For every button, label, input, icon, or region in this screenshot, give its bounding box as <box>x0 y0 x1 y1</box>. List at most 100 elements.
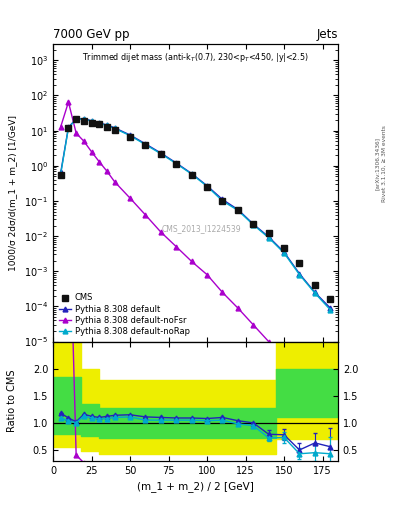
Pythia 8.308 default <box>143 141 148 147</box>
CMS <box>189 172 194 178</box>
Pythia 8.308 default-noRap <box>266 234 271 241</box>
Pythia 8.308 default <box>205 183 209 189</box>
Pythia 8.308 default <box>174 160 179 166</box>
Pythia 8.308 default-noRap <box>251 222 255 228</box>
Pythia 8.308 default-noFsr <box>189 259 194 265</box>
Pythia 8.308 default <box>158 150 163 156</box>
Pythia 8.308 default-noRap <box>235 207 240 214</box>
Pythia 8.308 default-noRap <box>128 133 132 139</box>
Pythia 8.308 default-noFsr <box>312 409 317 415</box>
Text: [arXiv:1306.3436]: [arXiv:1306.3436] <box>375 137 380 190</box>
Pythia 8.308 default <box>312 289 317 295</box>
CMS <box>297 260 302 266</box>
Pythia 8.308 default-noFsr <box>220 289 225 295</box>
Pythia 8.308 default-noFsr <box>282 368 286 374</box>
Pythia 8.308 default-noRap <box>220 198 225 204</box>
Pythia 8.308 default <box>89 118 94 124</box>
Line: Pythia 8.308 default-noRap: Pythia 8.308 default-noRap <box>58 117 333 312</box>
Pythia 8.308 default-noRap <box>312 290 317 296</box>
CMS <box>59 172 63 178</box>
Pythia 8.308 default-noRap <box>97 120 102 126</box>
Pythia 8.308 default-noRap <box>74 116 79 122</box>
CMS <box>312 282 317 288</box>
Pythia 8.308 default-noRap <box>297 271 302 278</box>
Pythia 8.308 default <box>220 197 225 203</box>
CMS <box>89 119 94 125</box>
Pythia 8.308 default-noRap <box>89 118 94 124</box>
Pythia 8.308 default-noFsr <box>112 179 117 185</box>
CMS <box>174 161 179 167</box>
Pythia 8.308 default-noFsr <box>74 130 79 136</box>
Line: Pythia 8.308 default: Pythia 8.308 default <box>58 116 333 310</box>
CMS <box>158 152 163 158</box>
Pythia 8.308 default <box>266 234 271 240</box>
Pythia 8.308 default-noRap <box>328 307 332 313</box>
Pythia 8.308 default <box>235 206 240 212</box>
Text: Rivet 3.1.10, ≥ 3M events: Rivet 3.1.10, ≥ 3M events <box>382 125 387 202</box>
Pythia 8.308 default-noFsr <box>128 195 132 201</box>
CMS <box>112 127 117 133</box>
Pythia 8.308 default <box>112 125 117 131</box>
Pythia 8.308 default-noRap <box>282 250 286 256</box>
Pythia 8.308 default <box>105 122 109 128</box>
CMS <box>128 134 132 140</box>
Pythia 8.308 default <box>128 132 132 138</box>
Pythia 8.308 default-noFsr <box>158 229 163 235</box>
X-axis label: (m_1 + m_2) / 2 [GeV]: (m_1 + m_2) / 2 [GeV] <box>137 481 254 492</box>
Pythia 8.308 default-noRap <box>66 125 71 131</box>
Text: Trimmed dijet mass (anti-k$_T$(0.7), 230<p$_T$<450, |y|<2.5): Trimmed dijet mass (anti-k$_T$(0.7), 230… <box>82 51 309 64</box>
CMS <box>66 125 71 132</box>
Pythia 8.308 default-noFsr <box>266 338 271 345</box>
Pythia 8.308 default-noRap <box>189 171 194 177</box>
Pythia 8.308 default-noFsr <box>97 159 102 165</box>
Pythia 8.308 default-noFsr <box>205 271 209 278</box>
Pythia 8.308 default-noFsr <box>143 212 148 218</box>
Pythia 8.308 default-noFsr <box>251 322 255 328</box>
Pythia 8.308 default-noFsr <box>66 99 71 105</box>
Text: CMS_2013_I1224539: CMS_2013_I1224539 <box>162 224 241 233</box>
CMS <box>282 245 286 251</box>
Pythia 8.308 default-noRap <box>105 122 109 129</box>
CMS <box>105 123 109 130</box>
Pythia 8.308 default-noRap <box>143 141 148 147</box>
Y-axis label: Ratio to CMS: Ratio to CMS <box>7 370 17 433</box>
CMS <box>205 184 209 190</box>
Pythia 8.308 default-noRap <box>205 183 209 189</box>
Line: Pythia 8.308 default-noFsr: Pythia 8.308 default-noFsr <box>58 100 317 414</box>
Pythia 8.308 default-noFsr <box>174 244 179 250</box>
Pythia 8.308 default-noRap <box>174 161 179 167</box>
Pythia 8.308 default-noFsr <box>235 305 240 311</box>
Text: Jets: Jets <box>316 28 338 41</box>
Pythia 8.308 default <box>97 120 102 126</box>
Legend: CMS, Pythia 8.308 default, Pythia 8.308 default-noFsr, Pythia 8.308 default-noRa: CMS, Pythia 8.308 default, Pythia 8.308 … <box>57 292 191 337</box>
Pythia 8.308 default <box>282 249 286 255</box>
Pythia 8.308 default-noRap <box>59 170 63 177</box>
Pythia 8.308 default-noFsr <box>105 168 109 174</box>
CMS <box>251 221 255 227</box>
Pythia 8.308 default <box>189 170 194 177</box>
Pythia 8.308 default-noFsr <box>59 123 63 130</box>
Y-axis label: 1000/σ 2dσ/d(m_1 + m_2) [1/GeV]: 1000/σ 2dσ/d(m_1 + m_2) [1/GeV] <box>8 115 17 270</box>
Pythia 8.308 default <box>251 221 255 227</box>
Text: 7000 GeV pp: 7000 GeV pp <box>53 28 130 41</box>
Pythia 8.308 default-noFsr <box>89 148 94 155</box>
Pythia 8.308 default-noRap <box>112 125 117 132</box>
CMS <box>143 142 148 148</box>
Pythia 8.308 default-noRap <box>158 151 163 157</box>
CMS <box>81 118 86 124</box>
Pythia 8.308 default <box>74 116 79 122</box>
CMS <box>328 296 332 302</box>
Line: CMS: CMS <box>58 117 333 302</box>
Pythia 8.308 default-noRap <box>81 116 86 122</box>
CMS <box>235 207 240 213</box>
CMS <box>97 121 102 127</box>
CMS <box>74 116 79 122</box>
Pythia 8.308 default <box>81 116 86 122</box>
Pythia 8.308 default <box>297 271 302 277</box>
Pythia 8.308 default-noFsr <box>81 138 86 144</box>
CMS <box>220 198 225 204</box>
Pythia 8.308 default-noFsr <box>297 405 302 411</box>
Pythia 8.308 default <box>328 305 332 311</box>
Pythia 8.308 default <box>59 169 63 176</box>
Pythia 8.308 default <box>66 124 71 130</box>
